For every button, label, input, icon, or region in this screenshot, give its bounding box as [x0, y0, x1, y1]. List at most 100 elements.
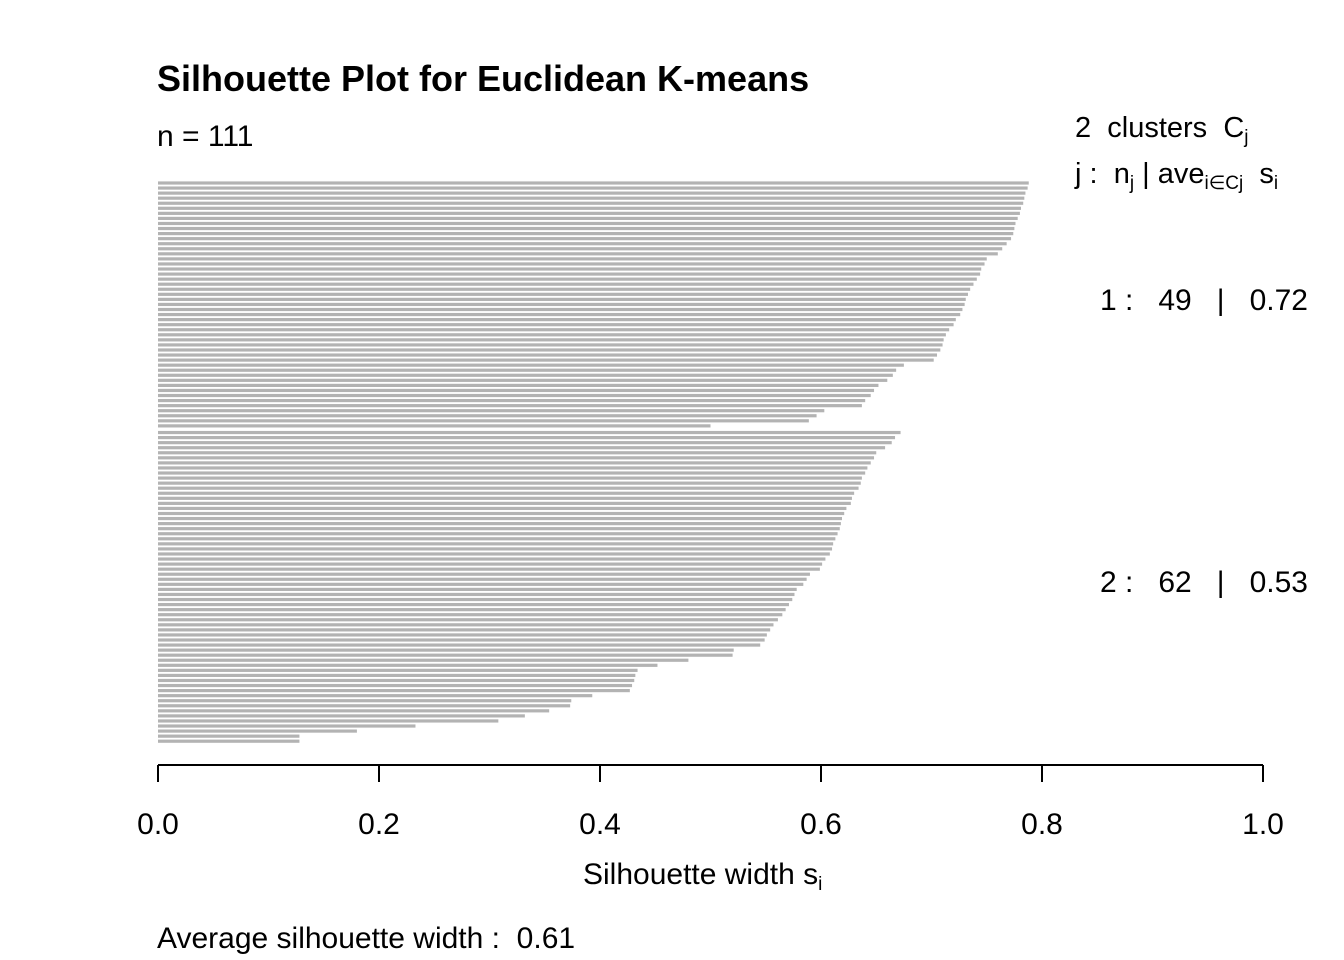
silhouette-bar-c1-4: [158, 196, 1025, 200]
silhouette-bar-c2-17: [158, 511, 845, 516]
silhouette-bar-c2-22: [158, 537, 836, 541]
silhouette-bar-c2-1: [158, 430, 901, 435]
silhouette-bar-c1-15: [158, 252, 998, 256]
x-tick-label-1.0: 1.0: [1242, 808, 1284, 841]
x-tick-label-0.2: 0.2: [358, 808, 400, 841]
cluster-2-sep: |: [1216, 566, 1225, 599]
silhouette-bar-c1-23: [158, 292, 968, 296]
silhouette-bar-c2-7: [158, 461, 871, 465]
legend-header: j : nj | avei∈Cj si: [1075, 158, 1278, 194]
silhouette-bar-c1-13: [158, 242, 1007, 246]
silhouette-bar-c1-32: [158, 338, 944, 342]
cluster-2-id: 2 :: [1100, 566, 1134, 599]
silhouette-bar-c2-52: [158, 689, 630, 693]
silhouette-bar-c2-2: [158, 436, 896, 440]
silhouette-bar-c2-39: [158, 623, 774, 627]
legend-header-s: s: [1259, 158, 1274, 190]
silhouette-bar-c1-33: [158, 343, 943, 347]
silhouette-bar-c1-7: [158, 211, 1020, 215]
silhouette-bar-c1-26: [158, 307, 963, 312]
legend-cluster-symbol-sub: j: [1244, 127, 1249, 148]
silhouette-bar-c2-13: [158, 491, 855, 495]
silhouette-bar-c2-45: [158, 653, 733, 657]
silhouette-bar-c1-34: [158, 348, 941, 352]
silhouette-bar-c1-2: [158, 186, 1028, 190]
silhouette-bar-c1-20: [158, 277, 977, 281]
x-tick-label-0.8: 0.8: [1021, 808, 1063, 841]
silhouette-bar-c2-11: [158, 481, 861, 485]
silhouette-bar-c2-5: [158, 451, 877, 455]
silhouette-bar-c2-60: [158, 729, 357, 733]
silhouette-bar-c1-11: [158, 232, 1014, 236]
silhouette-bar-c2-21: [158, 532, 838, 536]
silhouette-bar-c1-24: [158, 297, 966, 301]
silhouette-bar-c1-48: [158, 419, 809, 423]
silhouette-bar-c2-42: [158, 638, 765, 642]
legend-header-ave-sub: i∈Cj: [1204, 173, 1244, 194]
silhouette-bar-c2-28: [158, 567, 820, 571]
silhouette-bar-c2-46: [158, 658, 689, 662]
silhouette-bar-c2-43: [158, 643, 761, 647]
silhouette-bar-c2-30: [158, 577, 807, 581]
silhouette-bar-c2-36: [158, 608, 786, 612]
silhouette-bar-c2-44: [158, 648, 734, 652]
silhouette-bar-c1-1: [158, 181, 1029, 185]
silhouette-bar-c1-30: [158, 328, 950, 332]
silhouette-bar-c2-19: [158, 522, 841, 526]
average-label: Average silhouette width :: [157, 922, 500, 955]
silhouette-bar-c2-14: [158, 496, 852, 500]
silhouette-bar-c2-59: [158, 724, 416, 728]
average-value: 0.61: [516, 922, 576, 955]
silhouette-bar-c1-18: [158, 267, 982, 271]
silhouette-bar-c1-49: [158, 424, 711, 428]
silhouette-bar-c2-49: [158, 673, 636, 678]
cluster-1-avg: 0.72: [1249, 284, 1308, 317]
silhouette-bar-c2-35: [158, 602, 789, 607]
silhouette-bar-c2-56: [158, 709, 550, 713]
legend-header-ave: ave: [1157, 158, 1205, 190]
x-tick-label-0.0: 0.0: [137, 808, 179, 841]
silhouette-bar-c2-10: [158, 476, 862, 480]
silhouette-bar-c2-37: [158, 613, 783, 617]
silhouette-bar-c1-16: [158, 257, 987, 261]
x-tick-label-0.4: 0.4: [579, 808, 621, 841]
x-tick-label-0.6: 0.6: [800, 808, 842, 841]
silhouette-bar-c1-35: [158, 353, 938, 357]
silhouette-bars: [158, 181, 1029, 743]
legend-header-n: n: [1113, 158, 1130, 190]
silhouette-bar-c2-6: [158, 456, 875, 460]
legend-header-sep: |: [1142, 158, 1150, 190]
silhouette-bar-c2-8: [158, 466, 868, 470]
silhouette-bar-c2-57: [158, 714, 525, 718]
x-axis-label-sub: i: [818, 874, 823, 895]
silhouette-bar-c1-21: [158, 282, 974, 286]
silhouette-bar-c1-42: [158, 388, 875, 393]
silhouette-bar-c1-9: [158, 221, 1016, 226]
silhouette-bar-c1-46: [158, 409, 825, 413]
silhouette-bar-c2-12: [158, 486, 859, 490]
silhouette-bar-c1-8: [158, 216, 1018, 221]
silhouette-bar-c1-22: [158, 287, 971, 291]
silhouette-bar-c2-16: [158, 506, 847, 511]
silhouette-bar-c1-17: [158, 262, 985, 266]
x-axis-label-text: Silhouette width s: [583, 858, 819, 891]
silhouette-bar-c2-18: [158, 516, 842, 521]
chart-title: Silhouette Plot for Euclidean K-means: [157, 58, 810, 99]
silhouette-bar-c1-3: [158, 191, 1026, 195]
silhouette-bar-c1-38: [158, 368, 897, 372]
silhouette-bar-c2-47: [158, 663, 658, 667]
silhouette-bar-c2-15: [158, 501, 851, 505]
silhouette-bar-c1-10: [158, 226, 1015, 231]
silhouette-bar-c1-14: [158, 247, 1003, 251]
silhouette-bar-c1-36: [158, 358, 934, 362]
silhouette-bar-c1-27: [158, 312, 961, 317]
silhouette-bar-c2-3: [158, 441, 892, 445]
silhouette-bar-c2-24: [158, 547, 833, 551]
silhouette-bar-c1-47: [158, 414, 817, 418]
silhouette-bar-c2-62: [158, 739, 300, 743]
silhouette-bar-c2-4: [158, 446, 886, 450]
silhouette-bar-c1-43: [158, 393, 871, 398]
silhouette-bar-c1-25: [158, 302, 965, 307]
silhouette-bar-c2-51: [158, 683, 633, 688]
cluster-2-size: 62: [1158, 566, 1192, 599]
